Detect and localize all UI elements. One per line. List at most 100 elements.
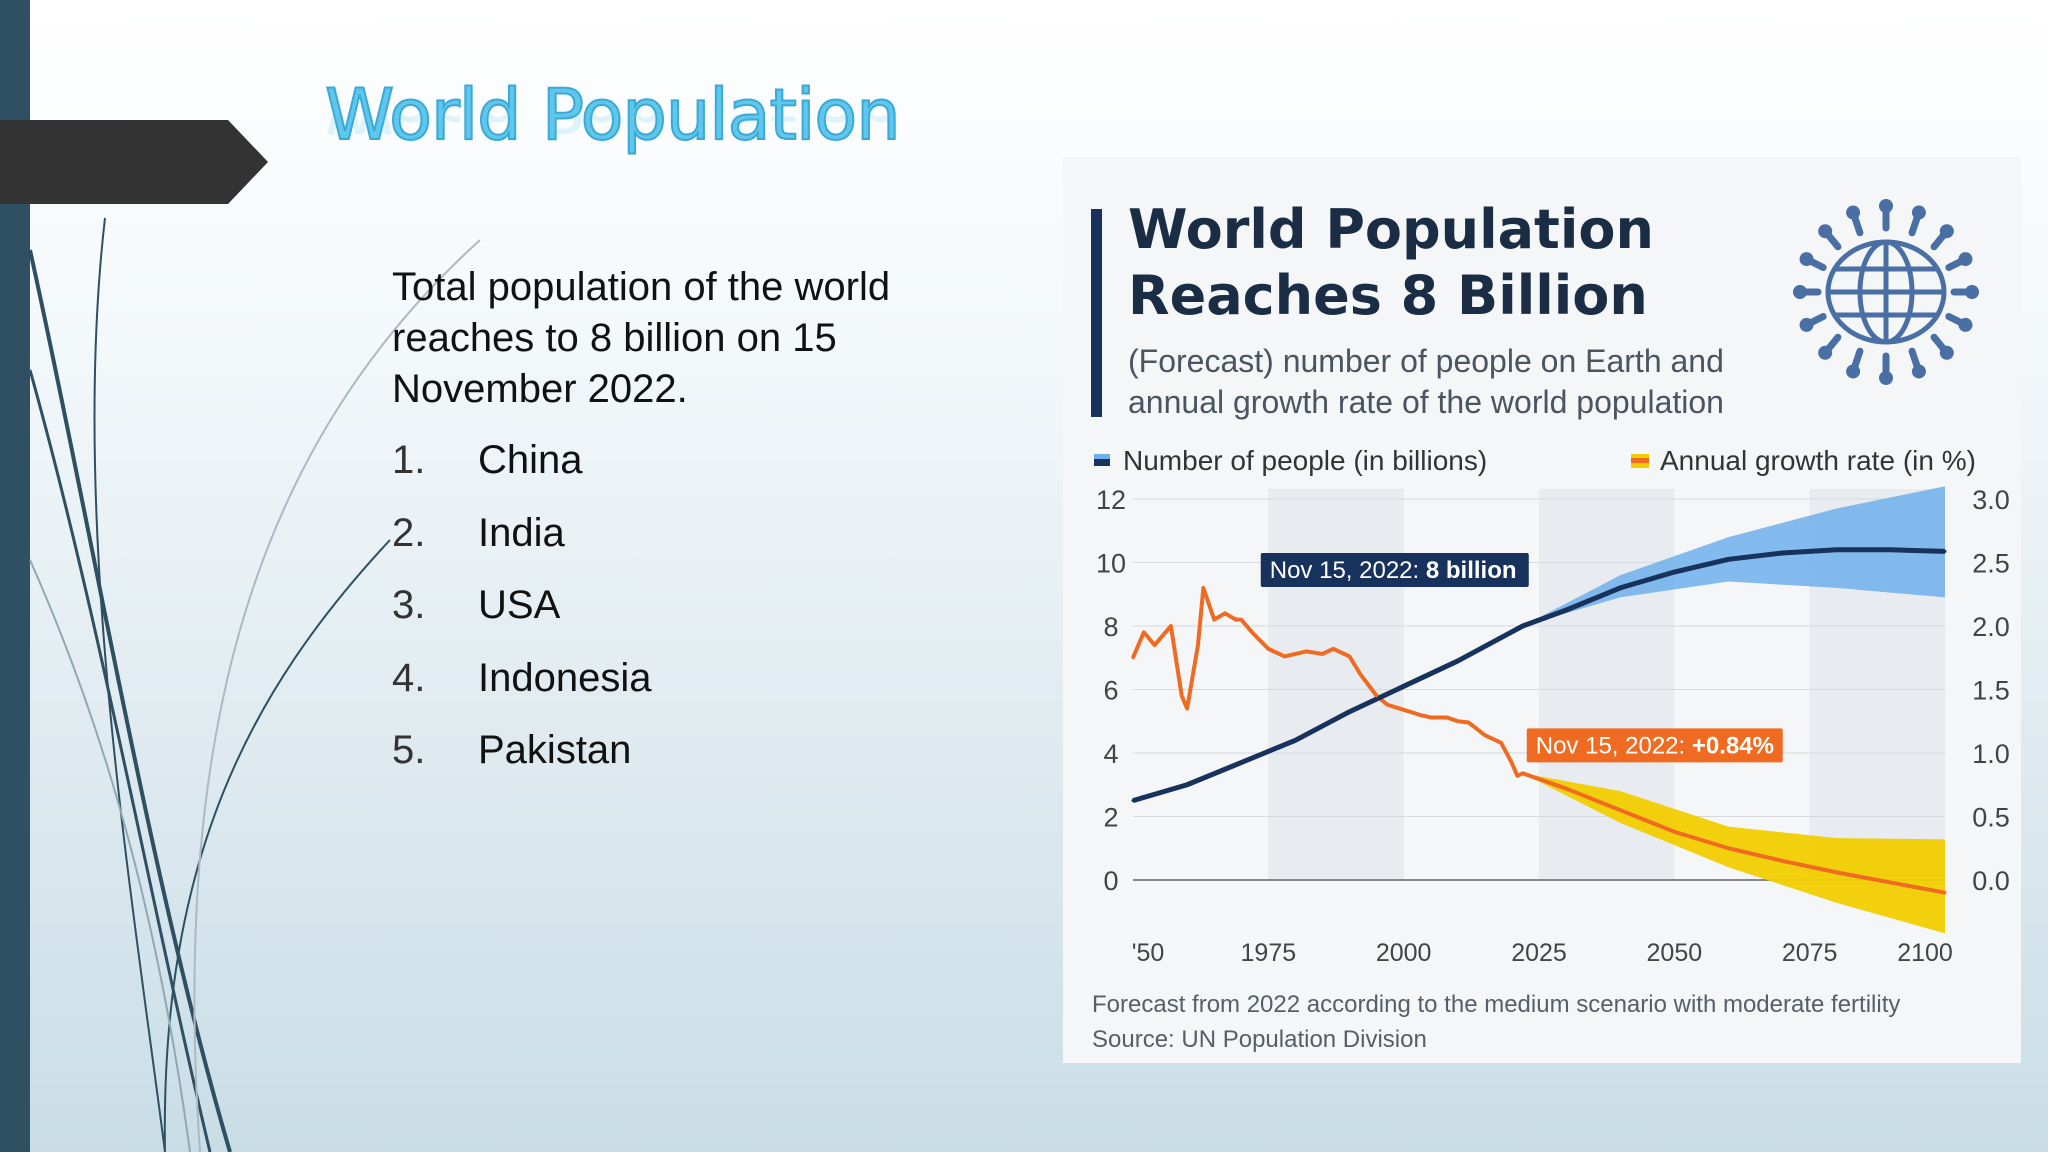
growth-point [1456, 719, 1460, 723]
legend-swatch-population-band [1094, 454, 1110, 459]
growth-point [1304, 649, 1308, 653]
person-body [1930, 333, 1951, 357]
x-tick-label: 2025 [1511, 939, 1567, 967]
legend-swatch-growth-line [1631, 458, 1649, 463]
x-tick-label: 2050 [1647, 939, 1703, 967]
growth-point [1483, 733, 1487, 737]
growth-point [1510, 761, 1514, 765]
country-name: India [478, 510, 565, 555]
y-left-tick-label: 4 [1103, 739, 1118, 769]
growth-point [1169, 624, 1173, 628]
growth-callout: Nov 15, 2022: +0.84% [1526, 728, 1783, 763]
growth-point [1375, 694, 1379, 698]
population-point [1521, 624, 1525, 628]
growth-point [1515, 774, 1519, 778]
growth-point [1223, 611, 1227, 615]
population-point [1564, 608, 1568, 612]
globe-people-icon [1793, 199, 1979, 385]
legend-population-label: Number of people (in billions) [1123, 445, 1487, 476]
growth-point [1445, 715, 1449, 719]
x-tick-label: '50 [1132, 939, 1165, 967]
list-item: 2. India [392, 511, 651, 584]
growth-point [1239, 618, 1243, 622]
growth-point [1402, 708, 1406, 712]
growth-callout-date: Nov 15, 2022: [1536, 732, 1692, 759]
chart-caption: Forecast from 2022 according to the medi… [1092, 987, 1992, 1057]
growth-point [1835, 870, 1839, 874]
infographic-subtitle-line2: annual growth rate of the world populati… [1128, 384, 1724, 420]
y-left-tick-label: 10 [1096, 549, 1126, 579]
slide-title-reflection: World Population [325, 110, 900, 148]
growth-point [1320, 652, 1324, 656]
growth-point [1521, 771, 1525, 775]
population-callout-date: Nov 15, 2022: [1270, 557, 1426, 584]
population-callout-value: 8 billion [1426, 557, 1517, 584]
growth-point [1201, 586, 1205, 590]
list-number: 4. [392, 655, 426, 700]
decorative-curves [28, 217, 481, 1152]
growth-point [1418, 713, 1422, 717]
growth-point [1385, 703, 1389, 707]
growth-point [1781, 859, 1785, 863]
population-line [1132, 547, 1946, 804]
country-list: 1. China 2. India 3. USA 4. Indonesia 5.… [392, 438, 651, 801]
list-number: 5. [392, 728, 426, 772]
growth-point [1142, 630, 1146, 634]
y-left-tick-label: 0 [1103, 866, 1118, 896]
population-forecast-band [1522, 486, 1945, 626]
growth-point [1889, 881, 1893, 885]
growth-point [1672, 830, 1676, 834]
population-point [1131, 799, 1135, 803]
population-point [1889, 548, 1893, 552]
list-number: 1. [392, 438, 426, 482]
growth-point [1250, 630, 1254, 634]
growth-point [1196, 643, 1200, 647]
growth-point [1358, 672, 1362, 676]
growth-point [1131, 656, 1135, 660]
list-item: 3. USA [392, 583, 651, 656]
population-point [1293, 738, 1297, 742]
growth-point [1331, 647, 1335, 651]
country-name: China [478, 438, 583, 482]
x-tick-label: 2075 [1782, 939, 1838, 967]
y-right-tick-label: 2.0 [1972, 612, 2010, 642]
person-body [1849, 347, 1864, 375]
person-body [1821, 333, 1842, 357]
title-accent-bar [1091, 209, 1102, 417]
y-right-tick-label: 0.0 [1972, 866, 2010, 896]
country-name: USA [478, 583, 561, 627]
intro-text: Total population of the world reaches to… [392, 265, 891, 411]
growth-point [1499, 741, 1503, 745]
y-right-tick-label: 1.5 [1972, 676, 2010, 706]
population-point [1239, 761, 1243, 765]
growth-callout-box [1526, 728, 1783, 763]
shaded-band-0 [1268, 489, 1404, 880]
growth-point [1180, 694, 1184, 698]
growth-point [1153, 643, 1157, 647]
growth-point [1266, 647, 1270, 651]
list-number: 3. [392, 583, 426, 627]
person-body [1849, 209, 1864, 237]
x-tick-label: 2000 [1376, 939, 1432, 967]
chart-caption-line1: Forecast from 2022 according to the medi… [1092, 991, 1901, 1018]
population-point [1456, 659, 1460, 663]
y-right-tick-label: 3.0 [1972, 485, 2010, 515]
slide-title: World Population [324, 73, 902, 157]
list-item: 4. Indonesia [392, 656, 651, 729]
growth-point [1212, 618, 1216, 622]
infographic-title-line1: World Population [1128, 198, 1654, 261]
growth-callout-value: +0.84% [1692, 732, 1774, 759]
population-point [1348, 710, 1352, 714]
person-body [1908, 209, 1923, 237]
y-right-tick-label: 1.0 [1972, 739, 2010, 769]
x-tick-label: 2100 [1897, 939, 1953, 967]
list-item: 1. China [392, 438, 651, 511]
population-point [1781, 551, 1785, 555]
growth-callout-text: Nov 15, 2022: +0.84% [1536, 732, 1774, 759]
population-point [1402, 684, 1406, 688]
growth-point [1348, 654, 1352, 658]
person-body [1803, 312, 1827, 329]
y-left-tick-label: 8 [1103, 612, 1118, 642]
growth-point [1618, 808, 1622, 812]
person-body [1821, 227, 1842, 251]
